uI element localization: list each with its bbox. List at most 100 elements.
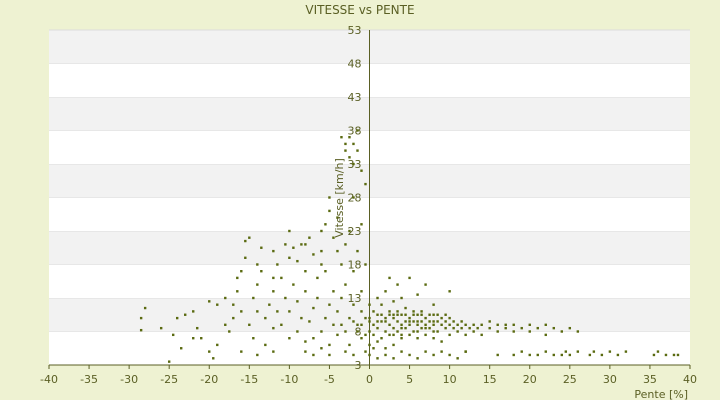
scatter-point bbox=[296, 300, 299, 303]
scatter-point bbox=[528, 323, 531, 326]
scatter-point bbox=[496, 330, 499, 333]
scatter-point bbox=[288, 310, 291, 313]
scatter-point bbox=[344, 142, 347, 146]
scatter-point bbox=[272, 249, 275, 253]
scatter-point bbox=[324, 223, 327, 226]
scatter-point bbox=[460, 320, 463, 323]
scatter-point bbox=[656, 350, 660, 353]
scatter-point bbox=[512, 323, 515, 326]
scatter-point bbox=[296, 330, 299, 333]
scatter-point bbox=[380, 337, 383, 340]
scatter-point bbox=[352, 270, 355, 273]
scatter-point bbox=[528, 330, 531, 333]
scatter-point bbox=[272, 290, 275, 293]
scatter-point bbox=[272, 276, 275, 280]
scatter-point bbox=[276, 263, 279, 266]
scatter-point bbox=[376, 326, 379, 330]
scatter-point bbox=[320, 263, 323, 266]
scatter-point bbox=[392, 316, 395, 320]
scatter-point bbox=[348, 229, 351, 233]
scatter-point bbox=[352, 303, 355, 306]
scatter-point bbox=[312, 253, 315, 256]
x-tick-label: 40 bbox=[683, 373, 697, 386]
scatter-point bbox=[364, 333, 367, 337]
scatter-point bbox=[480, 333, 483, 337]
scatter-point bbox=[304, 243, 307, 246]
x-tick-label: -15 bbox=[240, 373, 258, 386]
scatter-point bbox=[412, 313, 415, 316]
scatter-point bbox=[356, 323, 359, 326]
scatter-point bbox=[452, 320, 455, 323]
scatter-point bbox=[452, 326, 455, 330]
scatter-point bbox=[568, 326, 572, 330]
scatter-point bbox=[344, 243, 347, 246]
scatter-point bbox=[252, 337, 255, 340]
scatter-point bbox=[308, 236, 311, 239]
x-tick-label: -5 bbox=[324, 373, 335, 386]
scatter-point bbox=[576, 350, 580, 353]
scatter-point bbox=[588, 353, 592, 357]
y-tick-label: 23 bbox=[348, 225, 362, 238]
scatter-point bbox=[360, 337, 363, 340]
x-tick-label: 35 bbox=[643, 373, 657, 386]
scatter-point bbox=[436, 313, 439, 316]
scatter-point bbox=[320, 347, 323, 350]
scatter-point bbox=[372, 333, 375, 337]
scatter-point bbox=[392, 326, 395, 330]
scatter-point bbox=[240, 350, 243, 353]
scatter-point bbox=[300, 316, 303, 320]
y-tick-label: 53 bbox=[348, 24, 362, 37]
scatter-point bbox=[236, 290, 239, 293]
x-tick-label: 30 bbox=[603, 373, 617, 386]
scatter-point bbox=[436, 320, 439, 323]
scatter-point bbox=[412, 320, 415, 323]
scatter-point bbox=[384, 316, 387, 320]
scatter-point bbox=[380, 320, 383, 323]
scatter-point bbox=[408, 323, 411, 326]
scatter-point bbox=[392, 357, 395, 360]
scatter-point bbox=[400, 296, 403, 300]
scatter-point bbox=[316, 296, 319, 300]
scatter-point bbox=[432, 323, 435, 326]
scatter-point bbox=[244, 256, 247, 259]
scatter-point bbox=[608, 350, 612, 353]
scatter-point bbox=[364, 182, 367, 186]
scatter-point bbox=[280, 276, 283, 280]
scatter-point bbox=[380, 303, 383, 306]
scatter-point bbox=[372, 347, 375, 350]
scatter-point bbox=[476, 326, 479, 330]
scatter-point bbox=[368, 343, 371, 347]
scatter-point bbox=[376, 340, 379, 343]
scatter-point bbox=[536, 353, 539, 357]
scatter-point bbox=[472, 330, 475, 333]
x-tick-label: -25 bbox=[160, 373, 178, 386]
scatter-point bbox=[672, 353, 676, 357]
scatter-point bbox=[536, 326, 539, 330]
scatter-point bbox=[159, 326, 163, 330]
scatter-point bbox=[424, 326, 427, 330]
scatter-point bbox=[344, 330, 347, 333]
scatter-point bbox=[280, 323, 283, 326]
scatter-point bbox=[256, 283, 259, 286]
scatter-point bbox=[228, 330, 231, 333]
scatter-point bbox=[416, 323, 419, 326]
scatter-point bbox=[224, 296, 227, 300]
scatter-point bbox=[248, 323, 251, 326]
scatter-point bbox=[384, 330, 387, 333]
scatter-point bbox=[312, 306, 315, 310]
scatter-point bbox=[336, 249, 339, 253]
scatter-point bbox=[416, 337, 419, 340]
scatter-point bbox=[408, 333, 411, 337]
scatter-point bbox=[420, 310, 423, 313]
scatter-point bbox=[324, 270, 327, 273]
scatter-point bbox=[616, 353, 620, 357]
scatter-point bbox=[408, 276, 411, 280]
scatter-point bbox=[388, 323, 391, 326]
scatter-point bbox=[376, 320, 379, 323]
scatter-point bbox=[392, 313, 395, 316]
scatter-point bbox=[512, 330, 515, 333]
scatter-point bbox=[424, 350, 427, 353]
scatter-point bbox=[560, 330, 563, 333]
scatter-point bbox=[360, 290, 363, 293]
